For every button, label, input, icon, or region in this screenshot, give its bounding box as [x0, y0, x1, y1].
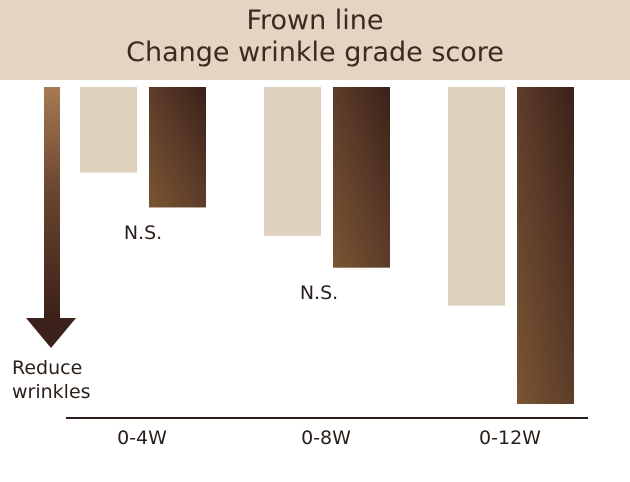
reduce-wrinkles-arrow — [26, 87, 76, 348]
bar-light — [448, 87, 505, 306]
bar-dark — [333, 87, 390, 268]
bar-dark — [149, 87, 206, 208]
bar-light — [264, 87, 321, 236]
x-tick-label: 0-8W — [301, 427, 351, 449]
bars — [80, 87, 574, 404]
x-tick-label: 0-4W — [117, 427, 167, 449]
chart-title: Frown line — [246, 5, 384, 36]
arrow-label: Reduce wrinkles — [12, 356, 91, 404]
ns-annotation: N.S. — [124, 222, 162, 244]
bar-dark — [517, 87, 574, 404]
arrow-label-line: wrinkles — [12, 381, 91, 403]
ns-annotation: N.S. — [300, 282, 338, 304]
arrow-label-line: Reduce — [12, 357, 83, 379]
x-tick-label: 0-12W — [479, 427, 541, 449]
chart-subtitle: Change wrinkle grade score — [126, 37, 504, 68]
title-band — [0, 0, 630, 80]
bar-light — [80, 87, 137, 173]
